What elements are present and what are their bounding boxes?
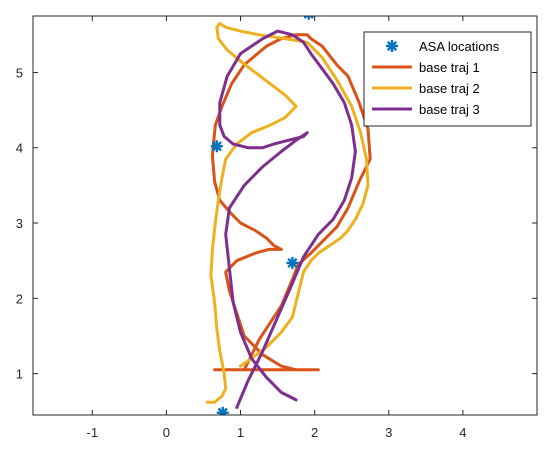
legend-asterisk-icon	[386, 40, 398, 52]
legend-label: base traj 2	[419, 81, 480, 96]
legend-label: base traj 1	[419, 60, 480, 75]
x-tick-label: 2	[311, 425, 318, 440]
plot-layer	[205, 16, 372, 415]
series-line-traj3	[218, 29, 357, 409]
series-line-traj1	[210, 33, 372, 372]
x-tick-label: 3	[385, 425, 392, 440]
series-line-traj2	[205, 22, 370, 404]
y-tick-label: 5	[16, 65, 23, 80]
legend-entry-traj2: base traj 2	[372, 81, 480, 96]
asa-location-marker	[210, 140, 223, 153]
x-tick-label: 1	[237, 425, 244, 440]
legend-entry-traj1: base traj 1	[372, 60, 480, 75]
y-tick-label: 3	[16, 216, 23, 231]
y-tick-label: 4	[16, 141, 23, 156]
legend: ASA locations base traj 1 base traj 2 base …	[363, 31, 532, 127]
y-tick-label: 1	[16, 367, 23, 382]
x-tick-label: 0	[163, 425, 170, 440]
legend-asterisk-icon-stroke	[386, 40, 398, 52]
legend-entry-traj3: base traj 3	[372, 102, 480, 117]
axes-layer: -1 0 1 2 3 4 1 2 3 4 5	[16, 15, 538, 440]
x-tick-label: 4	[459, 425, 466, 440]
asa-location-marker-stroke	[303, 16, 309, 19]
asa-location-marker	[303, 16, 314, 20]
asa-location-marker-stroke	[211, 141, 222, 152]
asa-location-marker-stroke	[218, 407, 228, 415]
axes-box	[32, 15, 538, 416]
asa-location-marker	[216, 406, 229, 415]
legend-label: ASA locations	[419, 39, 500, 54]
legend-entry-asa: ASA locations	[386, 39, 500, 54]
y-tick-label: 2	[16, 291, 23, 306]
x-tick-label: -1	[87, 425, 99, 440]
asa-location-marker-stroke	[309, 16, 314, 19]
asa-location-marker-stroke	[287, 257, 298, 269]
legend-label: base traj 3	[419, 102, 480, 117]
asa-location-marker	[286, 256, 299, 269]
